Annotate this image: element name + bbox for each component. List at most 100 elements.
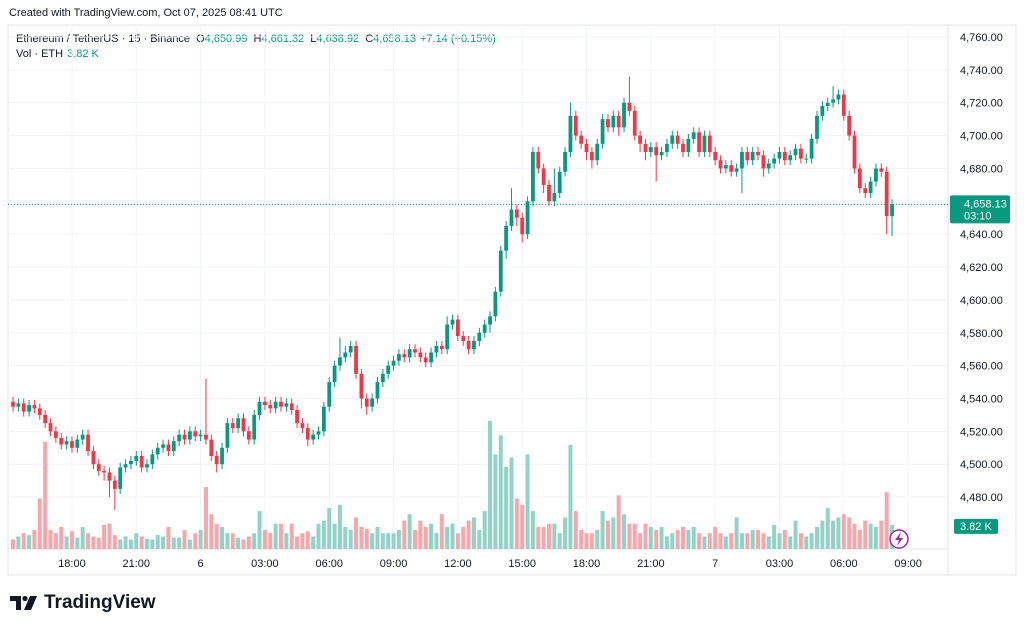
candle-body [80,434,85,440]
volume-bar [520,504,525,549]
candle-body [118,467,123,489]
volume-bar [670,533,675,549]
x-tick-label: 06:00 [830,558,858,570]
volume-bar [423,526,428,549]
volume-bar [681,526,685,549]
volume-bar [793,520,798,549]
volume-bar [697,533,702,549]
candle-body [145,464,149,468]
candle-body [852,135,857,169]
volume-bar [150,539,155,549]
candle-body [686,138,691,153]
volume-bar [863,520,868,549]
volume-bar [413,530,417,549]
candle-body [423,357,428,363]
volume-bar [831,520,836,549]
volume-bar [450,523,455,549]
y-tick-label: 4,580.00 [960,328,1003,340]
alert-bolt [895,532,903,546]
volume-bar [370,533,375,549]
volume-bar [407,514,412,549]
y-tick-label: 4,700.00 [960,131,1003,143]
volume-bar [648,526,653,549]
candle-body [96,464,101,471]
candle-body [204,434,208,440]
volume-bar [691,526,696,549]
volume-bar [123,536,128,549]
candle-body [134,455,139,461]
candle-body [300,423,305,429]
volume-axis-label: 3.82 K [960,521,992,533]
volume-bar [482,511,487,549]
volume-bar [118,539,123,549]
candle-body [166,444,171,452]
candle-body [611,115,616,128]
volume-bar [525,454,530,549]
volume-bar [289,523,294,549]
candle-body [375,382,380,399]
volume-bar [589,533,594,549]
volume-bar [311,536,316,549]
volume-bar [852,523,857,549]
last-price-box [950,195,1010,224]
volume-bar [375,526,380,549]
candle-body [788,155,793,161]
volume-bar [723,536,728,549]
candle-body [321,406,326,432]
candle-body [386,365,391,374]
candle-body [429,352,433,363]
candle-body [236,418,241,429]
volume-bar [11,539,15,549]
volume-bar [745,533,750,549]
volume-bar [643,523,648,549]
volume-bar [59,526,64,549]
volume-bar [541,526,546,549]
volume-bar [21,533,26,549]
volume-bar [75,537,80,549]
volume-bar [279,523,283,549]
candle-body [498,250,503,292]
volume-bar [348,530,353,549]
candle-body [622,102,626,128]
candle-body [445,324,450,350]
candle-body [756,152,760,156]
logo-text: TradingView [44,592,156,613]
y-tick-label: 4,540.00 [960,393,1003,405]
candle-body [841,94,846,116]
volume-bar [873,526,878,549]
candle-body [718,160,723,169]
candle-body [836,94,841,100]
volume-bar [230,533,235,549]
candle-body [809,138,814,159]
volume-bar [193,533,198,549]
candle-body [407,349,412,358]
y-tick-label: 4,600.00 [960,295,1003,307]
volume-bar [884,492,889,549]
x-tick-label: 06:00 [315,558,343,570]
volume-bar [380,533,385,549]
volume-bar [209,514,214,549]
volume-bar [772,525,777,549]
volume-bar [504,466,509,549]
y-tick-label: 4,500.00 [960,459,1003,471]
candle-layer [11,76,894,511]
legend: Ethereum / TetherUS · 15 · Binance O4,65… [16,32,496,62]
volume-bar [396,530,401,549]
candle-body [75,439,80,448]
volume-bar [622,514,627,549]
volume-bar [455,533,460,549]
volume-bar [777,533,782,549]
volume-bar [220,526,225,549]
candle-body [863,188,868,194]
x-tick-label: 21:00 [123,558,151,570]
candle-body [573,115,578,136]
volume-bar [198,530,203,549]
candle-body [198,434,203,437]
candle-body [455,319,460,337]
volume-bar [686,530,691,549]
candle-body [413,349,417,353]
volume-bar [262,530,267,549]
volume-bar [305,531,310,549]
candle-body [139,455,144,468]
y-tick-label: 4,520.00 [960,426,1003,438]
